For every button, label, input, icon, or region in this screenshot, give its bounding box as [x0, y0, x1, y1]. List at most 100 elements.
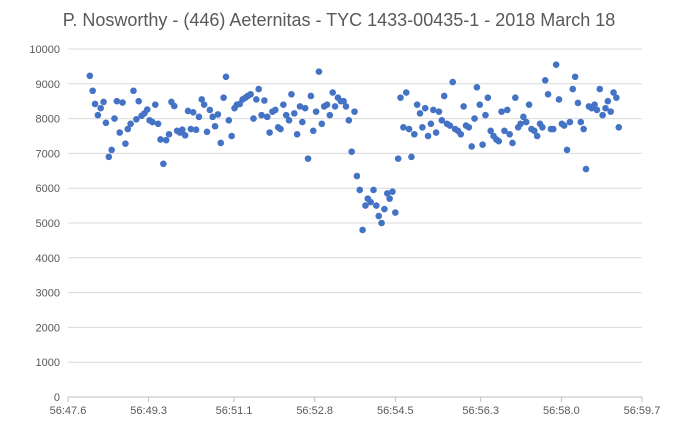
y-tick-label: 5000 — [36, 218, 60, 230]
data-point — [479, 141, 486, 148]
data-point — [389, 188, 396, 195]
data-point — [263, 113, 271, 121]
data-point — [370, 186, 377, 194]
data-point — [509, 139, 516, 147]
data-point — [86, 72, 94, 80]
data-point — [582, 165, 590, 173]
data-point — [541, 77, 549, 84]
x-tick-label: 56:52.8 — [296, 405, 333, 417]
data-point — [195, 113, 203, 121]
data-point — [574, 99, 582, 107]
data-point — [340, 97, 347, 105]
data-point — [571, 73, 579, 81]
data-point — [405, 125, 413, 133]
y-tick-label: 1000 — [36, 357, 60, 369]
data-point — [593, 106, 601, 114]
data-point — [383, 190, 391, 197]
data-point — [181, 132, 189, 139]
data-point — [119, 99, 126, 106]
data-point — [348, 148, 355, 155]
data-point — [285, 117, 293, 124]
data-point — [154, 120, 162, 128]
data-point — [277, 125, 284, 133]
data-point — [151, 101, 159, 108]
data-point — [209, 113, 216, 121]
y-tick-label: 6000 — [36, 183, 60, 195]
data-point — [487, 127, 494, 135]
data-point — [299, 118, 306, 126]
data-point — [471, 115, 478, 122]
data-point — [400, 124, 407, 131]
data-point — [432, 129, 440, 136]
data-point — [613, 94, 620, 102]
data-point — [591, 101, 598, 108]
data-point — [187, 125, 195, 133]
data-point — [312, 108, 320, 115]
data-point — [555, 96, 563, 103]
data-point — [250, 115, 257, 122]
data-point — [457, 130, 465, 138]
data-point — [552, 61, 560, 68]
data-point — [427, 120, 435, 128]
data-point — [367, 198, 374, 206]
data-point — [373, 202, 380, 209]
data-point — [435, 108, 443, 115]
data-point — [397, 94, 404, 102]
data-point — [566, 118, 574, 126]
data-point — [122, 140, 129, 147]
data-point — [449, 78, 457, 86]
data-point — [179, 126, 186, 134]
data-point — [301, 104, 309, 112]
data-point — [569, 85, 577, 93]
data-point — [440, 92, 448, 100]
data-point — [170, 102, 178, 110]
data-point — [111, 115, 118, 122]
data-point — [255, 85, 263, 93]
data-point — [607, 108, 614, 115]
data-points — [86, 61, 623, 234]
data-point — [225, 117, 233, 124]
data-point — [304, 155, 312, 162]
data-point — [495, 137, 503, 145]
data-point — [266, 129, 273, 136]
data-point — [318, 120, 326, 128]
data-point — [599, 111, 606, 119]
data-point — [539, 124, 546, 131]
data-point — [468, 143, 475, 150]
x-tick-label: 56:54.5 — [377, 405, 414, 417]
data-point — [378, 219, 385, 227]
y-tick-label: 8000 — [36, 114, 60, 126]
data-point — [501, 127, 508, 135]
data-point — [94, 111, 102, 119]
data-point — [89, 87, 96, 95]
data-point — [596, 85, 604, 93]
data-point — [198, 96, 206, 103]
data-point — [460, 103, 467, 110]
data-point — [309, 127, 317, 135]
data-point — [610, 89, 617, 96]
data-point — [105, 153, 113, 161]
data-point — [421, 104, 429, 112]
data-point — [192, 126, 200, 134]
data-point — [220, 94, 227, 102]
chart-title: P. Nosworthy - (446) Aeternitas - TYC 14… — [62, 10, 616, 30]
data-point — [307, 92, 315, 100]
data-point — [162, 136, 170, 144]
x-tick-label: 56:59.7 — [624, 405, 661, 417]
data-point — [214, 111, 222, 118]
data-point — [356, 186, 364, 194]
data-point — [261, 97, 268, 104]
data-point — [602, 104, 609, 112]
y-axis-tick-labels: 0 1000 2000 3000 4000 5000 6000 7000 8000 9000 100… — [29, 44, 60, 404]
data-point — [362, 202, 369, 209]
data-point — [410, 130, 418, 138]
data-point — [97, 104, 105, 112]
y-tick-label: 7000 — [36, 148, 60, 160]
data-point — [329, 89, 337, 96]
data-point — [446, 122, 454, 129]
y-tick-label: 2000 — [36, 322, 60, 334]
data-point — [102, 119, 110, 127]
data-point — [133, 115, 140, 123]
data-point — [228, 132, 235, 140]
